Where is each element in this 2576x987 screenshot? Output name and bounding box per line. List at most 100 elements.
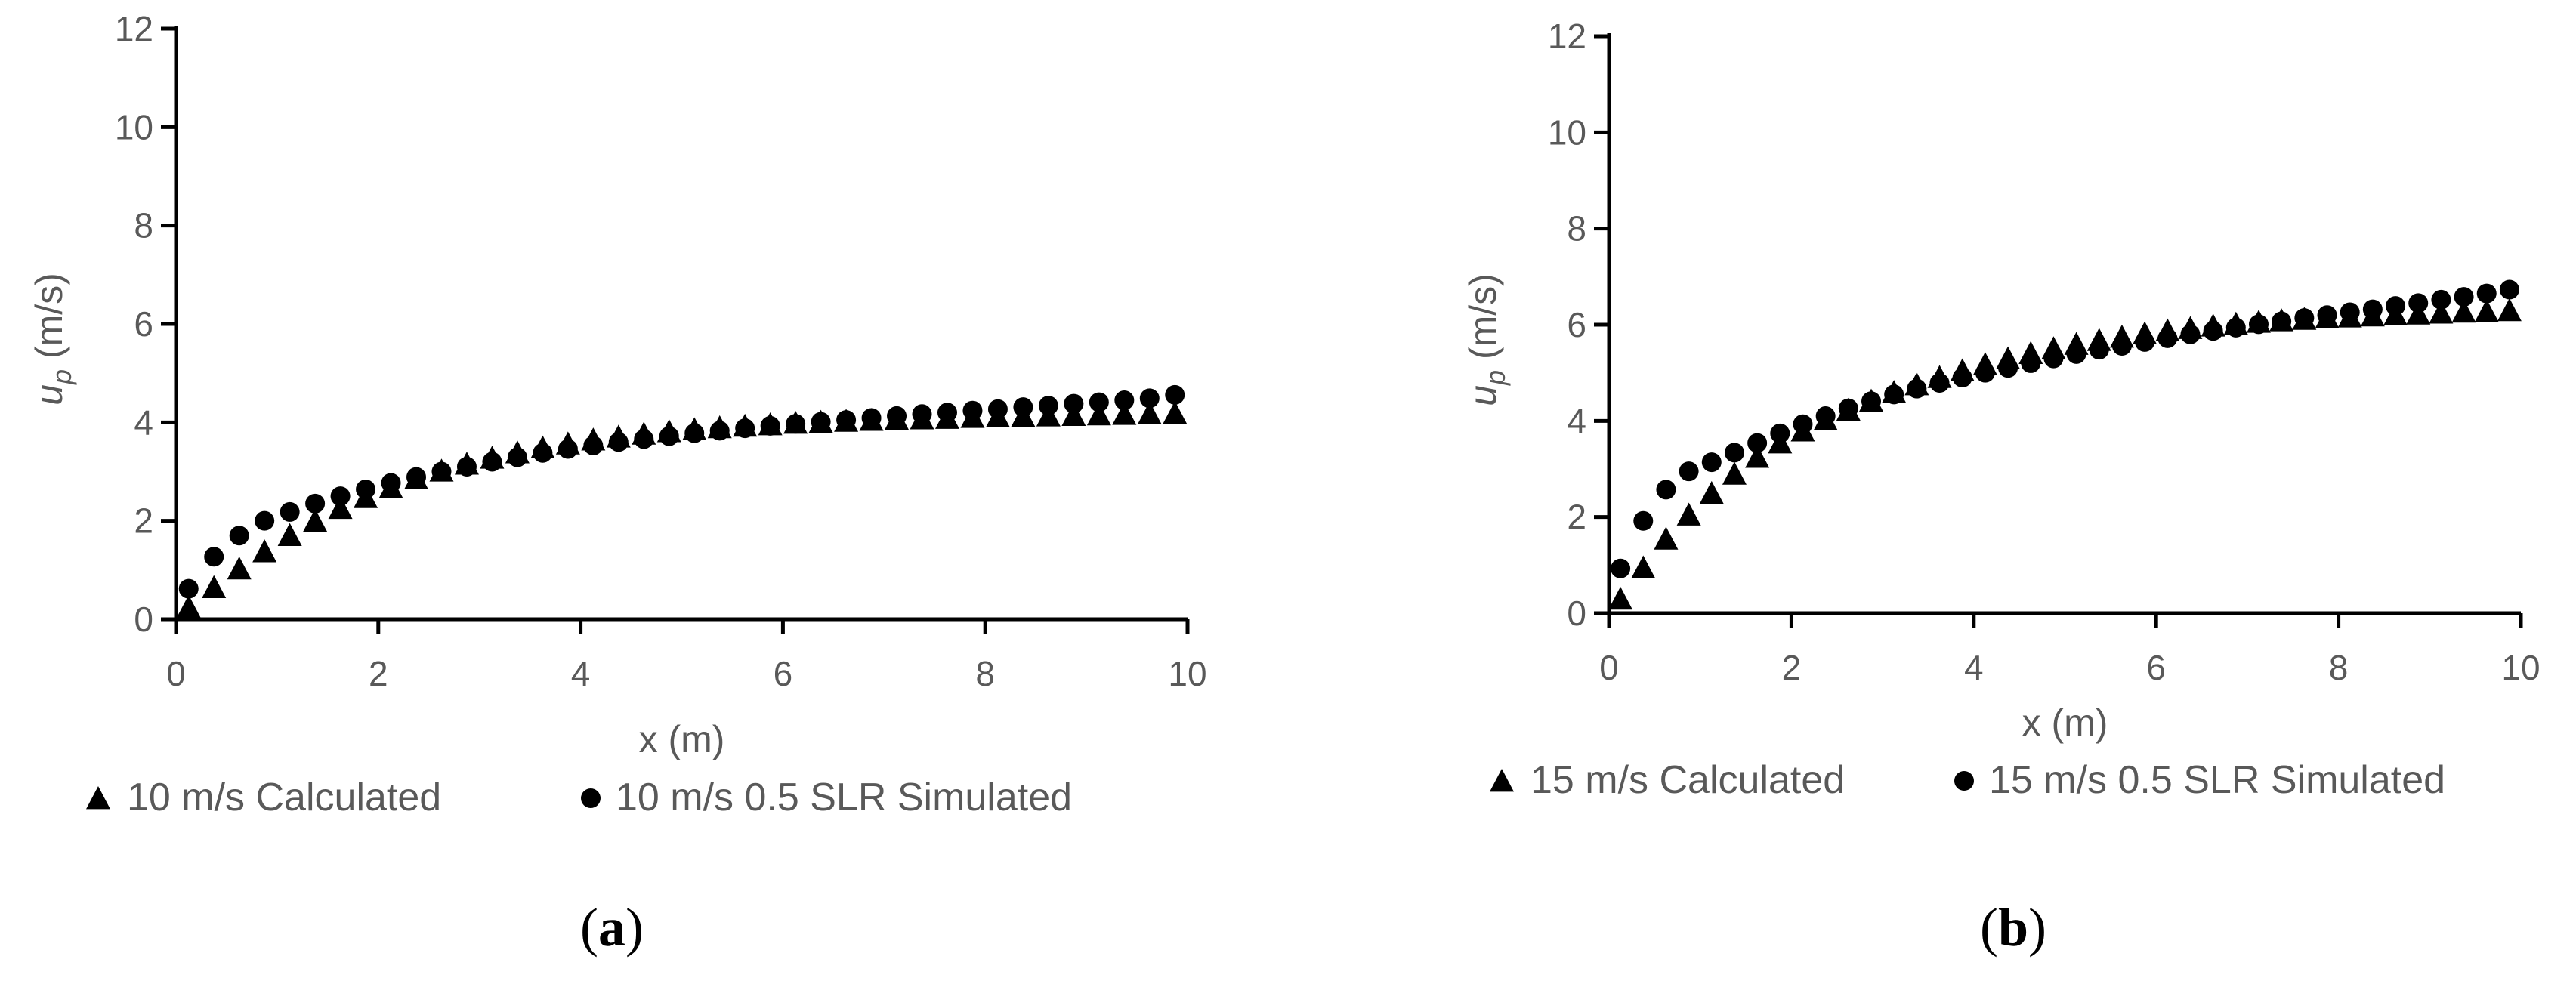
chart-b: 0 2 4 6 8 10 12 0 2 4 6 8 10 x (m) up (m/s) 15 m/s Calc… <box>1462 17 2540 958</box>
chart-a-legend-label: 10 m/s Calculated <box>127 776 441 819</box>
chart-a-simulated-point <box>912 404 932 424</box>
chart-b-x-tick-label: 0 <box>1599 648 1619 687</box>
chart-a-simulated-point <box>836 410 857 430</box>
chart-b-simulated-point <box>2043 348 2064 369</box>
chart-a-simulated-point <box>1089 392 1109 412</box>
chart-b-simulated-point <box>1701 452 1722 473</box>
chart-b-x-tick-label: 4 <box>1964 648 1984 687</box>
chart-a-simulated-point <box>962 400 983 421</box>
chart-b-simulated-point <box>2499 279 2519 300</box>
chart-b-simulated-point <box>1770 423 1790 443</box>
chart-a-series-calculated <box>176 400 1188 618</box>
chart-b-simulated-point <box>1861 391 1882 412</box>
chart-b-simulated-point <box>2135 332 2155 352</box>
chart-a-calculated-point <box>202 575 227 599</box>
chart-a-y-tick-label: 6 <box>134 304 153 344</box>
chart-b-simulated-point <box>2157 328 2178 348</box>
chart-a-x-axis-title: x (m) <box>639 718 725 760</box>
chart-a-calculated-point <box>1112 402 1137 425</box>
chart-a-simulated-point <box>684 423 705 443</box>
chart-a-simulated-point <box>760 415 780 436</box>
chart-a-simulated-point <box>583 435 604 455</box>
chart-b-simulated-point <box>2248 314 2269 335</box>
chart-a-y-axis-units: (m/s) <box>28 273 70 369</box>
chart-a-simulated-point <box>381 473 401 493</box>
chart-b-simulated-point <box>1793 414 1813 434</box>
chart-a-simulated-point <box>887 406 907 426</box>
chart-b-simulated-point <box>2111 336 2132 356</box>
chart-a-simulated-point <box>356 479 376 499</box>
chart-b-series-calculated <box>1608 298 2522 610</box>
chart-a-legend-triangle-icon <box>86 786 110 810</box>
chart-b-legend-label: 15 m/s Calculated <box>1530 758 1845 802</box>
chart-b-simulated-point <box>2089 340 2109 360</box>
chart-b-y-tick-label: 0 <box>1567 594 1586 633</box>
chart-b-simulated-point <box>1884 384 1904 405</box>
chart-b-y-tick-label: 2 <box>1567 498 1586 537</box>
chart-a-simulated-point <box>709 421 730 441</box>
chart-b-y-tick-label: 10 <box>1548 113 1586 152</box>
chart-b-simulated-point <box>1998 358 2018 378</box>
chart-a-calculated-point <box>277 523 302 546</box>
chart-b-calculated-point <box>2451 299 2476 323</box>
chart-b-calculated-point <box>2406 301 2431 325</box>
chart-a: 0 2 4 6 8 10 12 0 2 4 6 8 10 x (m) up (m/s) 10 m/s Calc… <box>28 9 1207 958</box>
chart-a-simulated-point <box>811 412 831 432</box>
chart-b-simulated-point <box>1611 558 1631 578</box>
chart-b-simulated-point <box>2386 296 2406 316</box>
chart-a-simulated-point <box>608 432 629 452</box>
chart-a-simulated-point <box>861 408 882 428</box>
chart-a-simulated-point <box>533 443 553 463</box>
chart-a-simulated-point <box>735 418 755 439</box>
chart-a-y-tick-label: 12 <box>115 9 153 48</box>
chart-a-x-tick-label: 0 <box>166 654 186 693</box>
chart-b-panel-label-close: ) <box>2028 897 2046 958</box>
chart-b-simulated-point <box>2294 308 2315 328</box>
chart-b-simulated-point <box>1633 510 1654 531</box>
chart-b-calculated-point <box>2474 299 2499 322</box>
chart-a-simulated-point <box>280 501 300 522</box>
chart-a-y-tick-label: 2 <box>134 501 153 541</box>
chart-a-calculated-point <box>176 594 201 618</box>
chart-a-calculated-point <box>252 539 277 563</box>
chart-b-simulated-point <box>2317 305 2337 325</box>
chart-b-series-simulated <box>1611 279 2519 578</box>
chart-b-y-axis-subscript: p <box>1480 370 1511 386</box>
chart-a-legend-item: 10 m/s 0.5 SLR Simulated <box>581 776 1072 819</box>
chart-b-y-tick-label: 4 <box>1567 401 1586 440</box>
chart-b-legend-label: 15 m/s 0.5 SLR Simulated <box>1989 758 2445 802</box>
chart-b-simulated-point <box>1975 362 1995 383</box>
chart-a-calculated-point <box>1061 403 1086 426</box>
chart-a-simulated-point <box>507 447 527 467</box>
chart-b-simulated-point <box>1929 373 1950 393</box>
chart-b-simulated-point <box>1815 406 1836 426</box>
chart-b-simulated-point <box>1724 443 1744 463</box>
chart-b-legend-item: 15 m/s 0.5 SLR Simulated <box>1954 758 2445 802</box>
chart-b-panel-label: (b) <box>1980 897 2046 958</box>
chart-b-y-axis-title: up (m/s) <box>1462 273 1511 406</box>
chart-a-y-tick-label: 0 <box>134 600 153 639</box>
chart-b-simulated-point <box>2180 324 2201 344</box>
chart-a-y-axis-subscript: p <box>46 369 77 385</box>
chart-a-simulated-point <box>1139 388 1160 409</box>
chart-a-simulated-point <box>204 547 224 567</box>
chart-b-y-tick-label: 12 <box>1548 17 1586 56</box>
chart-a-simulated-point <box>1064 393 1084 414</box>
chart-a-legend-label: 10 m/s 0.5 SLR Simulated <box>616 776 1072 819</box>
chart-b-panel-label-letter: b <box>1998 897 2028 958</box>
chart-b-simulated-point <box>2066 344 2086 364</box>
chart-b-x-tick-label: 6 <box>2146 648 2166 687</box>
chart-a-calculated-point <box>1086 402 1111 426</box>
chart-b-simulated-point <box>2476 283 2497 304</box>
chart-b-simulated-point <box>1952 368 1972 388</box>
chart-a-simulated-point <box>1013 397 1033 418</box>
chart-a-simulated-point <box>987 399 1008 419</box>
chart-a-x-tick-label: 2 <box>369 654 388 693</box>
chart-b-y-axis-symbol: u <box>1462 385 1504 406</box>
chart-b-calculated-point <box>1631 555 1656 578</box>
chart-b-simulated-point <box>2203 321 2223 341</box>
chart-a-legend-circle-icon <box>581 788 601 808</box>
chart-a-panel-label-open: ( <box>580 897 598 958</box>
chart-b-simulated-point <box>2431 289 2451 310</box>
